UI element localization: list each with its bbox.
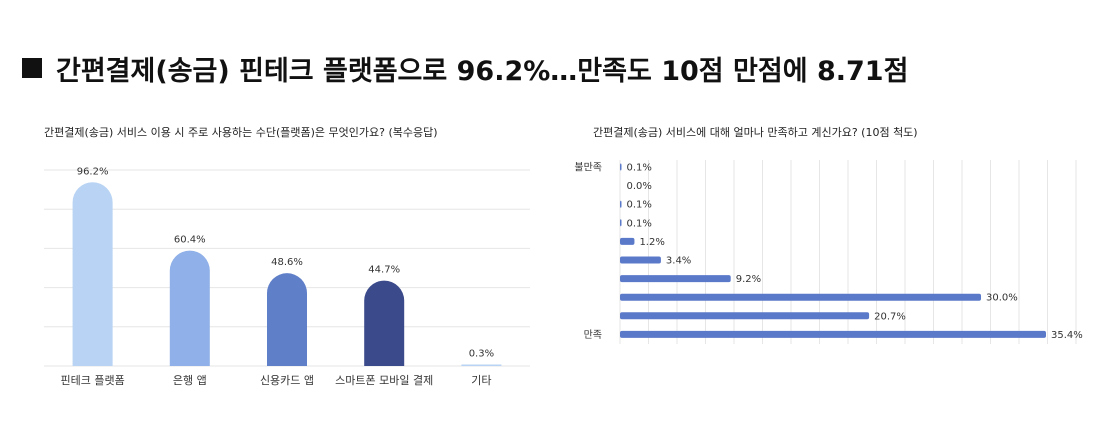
square-bullet-icon	[22, 58, 42, 78]
chart1-bar	[461, 364, 502, 366]
chart2-category-label: 만족	[584, 329, 602, 341]
chart2-bar	[620, 256, 661, 264]
chart2-bar	[620, 200, 622, 208]
chart1-category-label: 핀테크 플랫폼	[60, 374, 124, 387]
chart2-bar	[620, 237, 635, 245]
chart1-data-label: 0.3%	[469, 349, 494, 360]
chart1-data-label: 48.6%	[271, 257, 303, 268]
chart2-category-label: 불만족	[574, 162, 602, 174]
chart1-category-label: 은행 앱	[173, 374, 207, 387]
headline: 간편결제(송금) 핀테크 플랫폼으로 96.2%…만족도 10점 만점에 8.7…	[22, 48, 908, 88]
chart2-data-label: 3.4%	[666, 256, 691, 267]
chart1-category-label: 기타	[471, 374, 491, 387]
chart2-data-label: 0.0%	[627, 181, 652, 192]
headline-text: 간편결제(송금) 핀테크 플랫폼으로 96.2%…만족도 10점 만점에 8.7…	[56, 55, 909, 87]
chart2-bar	[620, 330, 1046, 338]
chart1-bar	[72, 182, 113, 366]
chart1-bar	[364, 280, 405, 366]
chart2-data-label: 1.2%	[639, 237, 664, 248]
chart2-data-label: 9.2%	[736, 274, 761, 285]
chart2-bar	[620, 219, 622, 227]
chart2-bar	[620, 312, 870, 320]
chart2-title: 간편결제(송금) 서비스에 대해 얼마나 만족하고 계신가요? (10점 척도)	[593, 126, 918, 139]
chart1-data-label: 60.4%	[174, 235, 206, 246]
chart2-data-label: 35.4%	[1051, 330, 1083, 341]
chart2-data-label: 0.1%	[627, 200, 652, 211]
chart2-bar	[620, 275, 731, 283]
chart2-data-label: 0.1%	[627, 218, 652, 229]
chart2-data-label: 20.7%	[874, 311, 906, 322]
chart2-bar	[620, 163, 622, 171]
chart1-category-label: 신용카드 앱	[260, 374, 314, 387]
chart1-title: 간편결제(송금) 서비스 이용 시 주로 사용하는 수단(플랫폼)은 무엇인가요…	[44, 126, 438, 139]
chart2-data-label: 30.0%	[986, 293, 1018, 304]
chart1-category-label: 스마트폰 모바일 결제	[335, 373, 433, 387]
chart1-data-label: 44.7%	[368, 265, 400, 276]
chart1-bar	[169, 250, 210, 366]
chart1-bar	[267, 273, 307, 366]
chart1-data-label: 96.2%	[77, 166, 109, 177]
chart2-data-label: 0.1%	[627, 163, 652, 174]
chart2-bar	[620, 293, 982, 301]
